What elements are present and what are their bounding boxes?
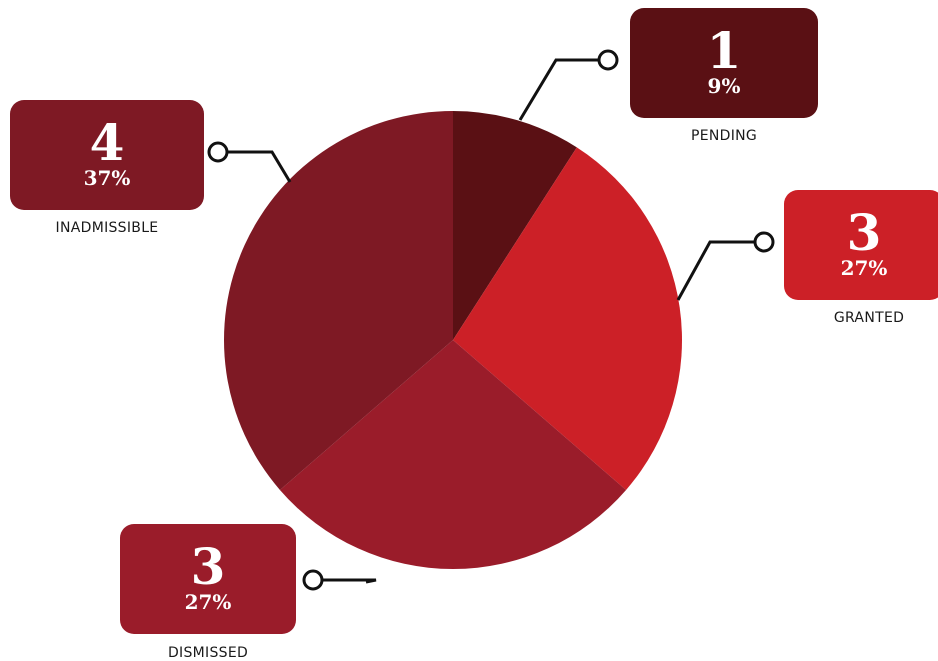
leader-line-dismissed [322, 578, 377, 584]
percent-label-dismissed: 27% [184, 590, 232, 614]
leader-line-inadmissible [222, 150, 292, 183]
callout-pending: 1 9% [630, 8, 818, 118]
pie-slice-dismissed [279, 340, 627, 569]
category-label-dismissed: DISMISSED [167, 645, 249, 661]
pie-slice-granted [453, 147, 682, 490]
callout-inadmissible: 4 37% [10, 100, 204, 210]
leader-line-granted [676, 240, 764, 301]
leader-dot-dismissed [302, 569, 324, 591]
leader-line-pending [518, 58, 608, 121]
count-label-inadmissible: 4 [89, 113, 125, 172]
leader-lines [207, 49, 775, 591]
leader-dot-inadmissible [207, 141, 229, 163]
category-label-pending: PENDING [690, 128, 758, 144]
count-label-pending: 1 [706, 21, 742, 80]
percent-label-granted: 27% [840, 256, 888, 280]
category-label-granted: GRANTED [833, 310, 905, 326]
callout-dismissed: 3 27% [120, 524, 296, 634]
count-label-granted: 3 [846, 203, 882, 262]
callout-granted: 3 27% [784, 190, 938, 300]
percent-label-pending: 9% [707, 74, 741, 98]
pie-slice-inadmissible [224, 111, 453, 490]
percent-label-inadmissible: 37% [83, 166, 131, 190]
category-label-inadmissible: INADMISSIBLE [55, 220, 159, 236]
pie-slice-pending [453, 111, 577, 340]
leader-dot-granted [753, 231, 775, 253]
pie-slices [224, 111, 682, 569]
leader-dot-pending [597, 49, 619, 71]
count-label-dismissed: 3 [190, 537, 226, 596]
